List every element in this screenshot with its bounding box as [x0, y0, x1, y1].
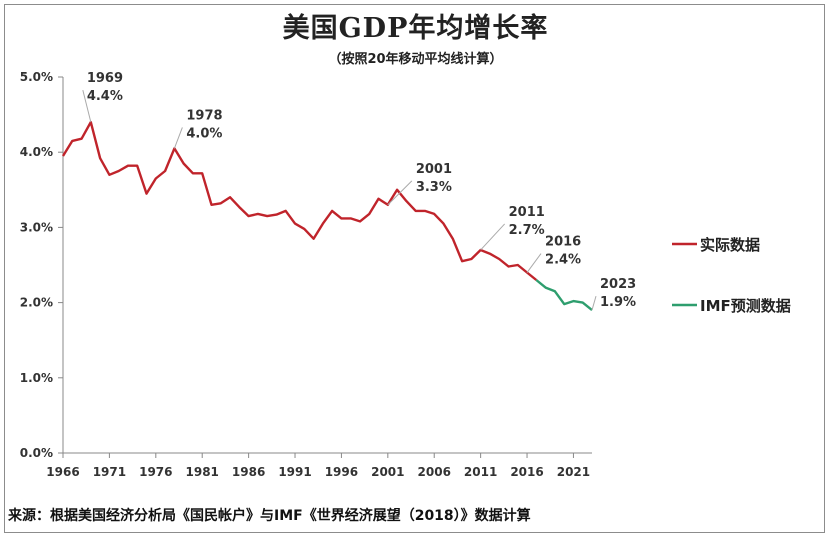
x-tick-label: 1991 [278, 465, 311, 479]
annotation-value: 4.4% [87, 89, 123, 104]
y-tick-label: 1.0% [20, 371, 53, 385]
annotation-leader [480, 223, 505, 251]
x-axis-ticks: 1966 1971 1976 1981 1986 1991 1996 2001 2006 2011… [46, 453, 590, 479]
annotation-year: 2011 [509, 205, 545, 220]
y-tick-label: 5.0% [20, 70, 53, 84]
x-tick-label: 2011 [464, 465, 497, 479]
x-tick-label: 1996 [325, 465, 358, 479]
annotation-year: 1978 [186, 108, 222, 123]
x-tick-label: 1981 [186, 465, 219, 479]
y-tick-label: 2.0% [20, 296, 53, 310]
annotation-value: 2.4% [545, 253, 581, 268]
series-lines [61, 120, 593, 312]
annotation-value: 4.0% [186, 126, 222, 141]
annotation-leader [591, 295, 597, 311]
y-axis-ticks: 0.0% 1.0% 2.0% 3.0% 4.0% 5.0% [20, 70, 63, 460]
x-tick-label: 1966 [46, 465, 79, 479]
annotation-value: 3.3% [416, 180, 452, 195]
legend: 实际数据 IMF预测数据 [672, 236, 791, 315]
x-tick-label: 2006 [418, 465, 451, 479]
axes [62, 77, 592, 454]
annotation-year: 2016 [545, 235, 581, 250]
annotation-year: 1969 [87, 71, 123, 86]
annotation-year: 2001 [416, 162, 452, 177]
annotation-value: 1.9% [600, 295, 636, 310]
y-tick-label: 4.0% [20, 145, 53, 159]
x-tick-label: 1971 [93, 465, 126, 479]
source-note: 来源：根据美国经济分析局《国民帐户》与IMF《世界经济展望（2018）》数据计算 [8, 508, 531, 524]
series-line-2 [535, 279, 593, 312]
annotation-leader [82, 89, 92, 123]
x-tick-label: 2016 [510, 465, 543, 479]
annotations: 1969 4.4% 1978 4.0% 2001 3.3% 2011 2.7%2016 2.4%… [82, 71, 636, 311]
annotation-leader [173, 127, 183, 149]
x-tick-label: 1976 [139, 465, 172, 479]
x-tick-label: 2021 [557, 465, 590, 479]
series-line-1 [61, 120, 538, 281]
x-tick-label: 1986 [232, 465, 265, 479]
x-tick-label: 2001 [371, 465, 404, 479]
chart-subtitle: （按照20年移动平均线计算） [328, 52, 503, 67]
legend-label: 实际数据 [700, 236, 760, 254]
annotation-leader [387, 180, 413, 206]
annotation-leader [526, 253, 542, 273]
y-tick-label: 0.0% [20, 446, 53, 460]
y-tick-label: 3.0% [20, 220, 53, 234]
annotation-value: 2.7% [509, 223, 545, 238]
chart-title: 美国GDP年均增长率 [282, 13, 549, 44]
annotation-year: 2023 [600, 277, 636, 292]
legend-label: IMF预测数据 [700, 297, 791, 315]
chart-frame [4, 4, 825, 533]
